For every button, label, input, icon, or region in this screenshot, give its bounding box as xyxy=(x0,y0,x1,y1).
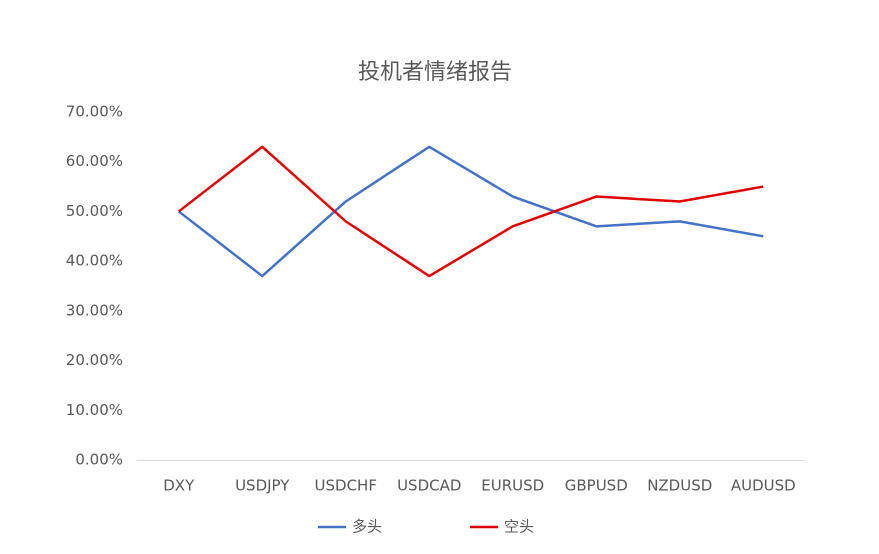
legend-label: 多头 xyxy=(352,518,382,536)
line-series xyxy=(177,145,764,278)
y-tick-label: 10.00% xyxy=(66,401,123,419)
y-tick-label: 20.00% xyxy=(66,351,123,369)
y-tick-label: 70.00% xyxy=(66,103,123,121)
x-tick-label: USDJPY xyxy=(235,477,290,495)
x-tick-label: AUDUSD xyxy=(731,477,796,495)
x-tick-label: USDCHF xyxy=(315,477,377,495)
y-tick-label: 60.00% xyxy=(66,152,123,170)
x-tick-label: DXY xyxy=(163,477,195,495)
line-series xyxy=(177,145,764,278)
chart-title: 投机者情绪报告 xyxy=(358,60,512,85)
x-tick-label: GBPUSD xyxy=(565,477,628,495)
y-tick-label: 30.00% xyxy=(66,301,123,319)
x-tick-label: USDCAD xyxy=(397,477,461,495)
y-tick-label: 40.00% xyxy=(66,252,123,270)
x-tick-label: NZDUSD xyxy=(647,477,712,495)
y-tick-label: 0.00% xyxy=(75,451,123,469)
y-tick-label: 50.00% xyxy=(66,202,123,220)
x-tick-label: EURUSD xyxy=(481,477,544,495)
legend-label: 空头 xyxy=(504,518,534,536)
